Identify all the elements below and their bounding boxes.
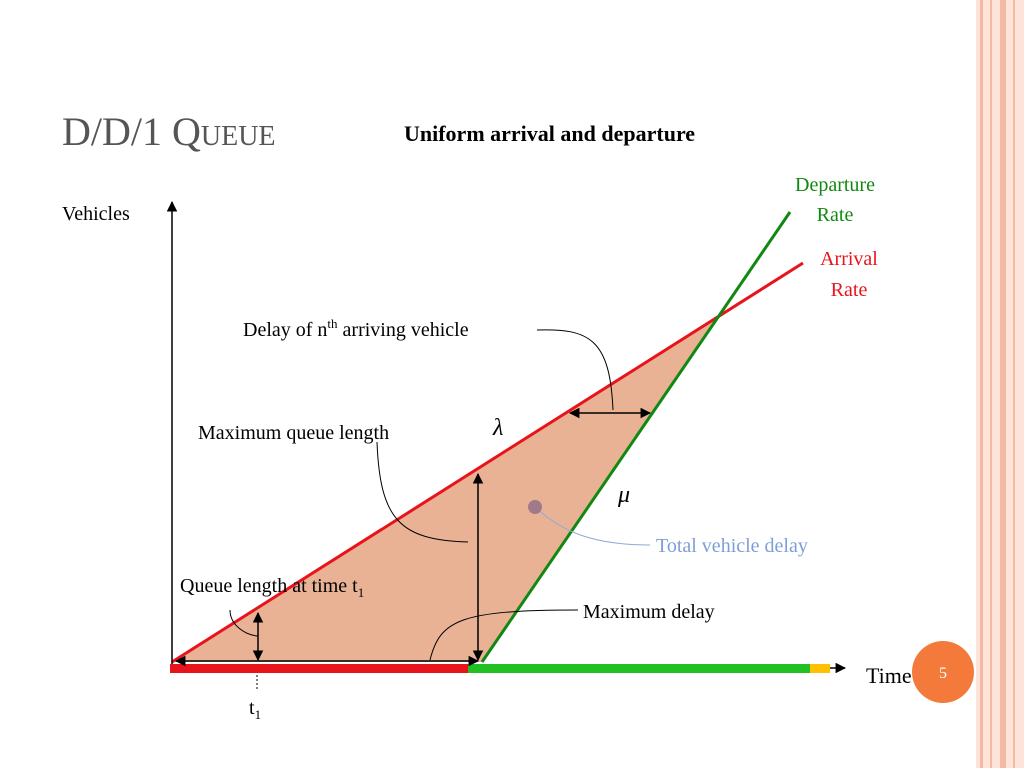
queue-t1-label: Queue length at time t1	[180, 575, 364, 600]
departure-label: Departure	[795, 174, 875, 196]
delay-dot	[528, 500, 542, 514]
text: arriving vehicle	[338, 319, 469, 341]
max-queue-label: Maximum queue length	[198, 422, 389, 444]
border	[976, 0, 1024, 768]
text: Delay of n	[243, 319, 327, 341]
text: Queue length at time t	[180, 575, 358, 597]
lambda: λ	[492, 415, 503, 441]
bar-green	[468, 664, 810, 673]
arrival-label: Rate	[831, 279, 868, 301]
departure-label: Rate	[817, 204, 854, 226]
sup: th	[327, 316, 338, 331]
bar-yellow	[810, 664, 830, 673]
subtitle: Uniform arrival and departure	[404, 121, 695, 146]
title: D/D/1 Queue	[62, 109, 276, 154]
t1-label: t1	[249, 697, 261, 722]
sub: 1	[358, 585, 365, 600]
x-axis-label: Time	[866, 663, 912, 688]
total-delay-label: Total vehicle delay	[656, 535, 808, 557]
arrival-line	[171, 261, 804, 664]
page-badge	[912, 641, 974, 703]
arrival-label: Arrival	[820, 248, 878, 270]
mu: μ	[617, 482, 630, 508]
sub: 1	[255, 707, 262, 722]
text: t	[249, 697, 255, 719]
arrows	[174, 407, 652, 667]
page-number: 5	[939, 665, 947, 682]
callouts	[229, 329, 651, 690]
bar-red	[170, 664, 468, 673]
max-delay-label: Maximum delay	[583, 601, 715, 623]
y-axis-label: Vehicles	[62, 203, 130, 225]
delay-nth-label: Delay of nth arriving vehicle	[243, 316, 469, 341]
departure-line	[480, 211, 792, 663]
